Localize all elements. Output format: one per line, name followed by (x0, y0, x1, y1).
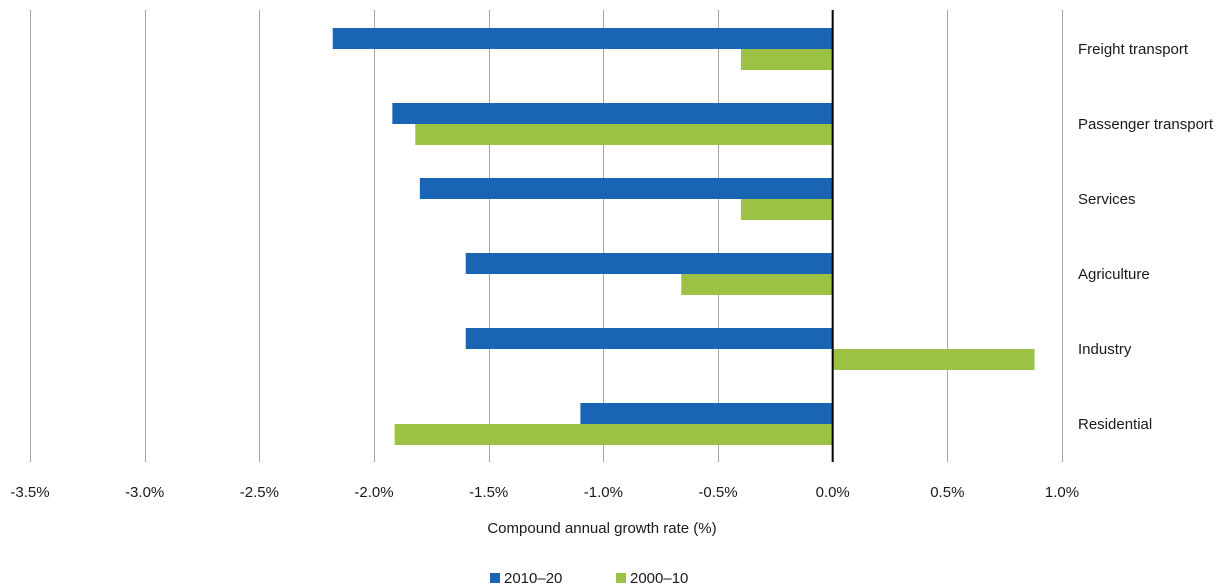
gridlines (30, 10, 1063, 462)
x-tick-label: 0.5% (930, 484, 964, 501)
x-tick-label: 1.0% (1045, 484, 1079, 501)
x-tick-label: -3.0% (125, 484, 164, 501)
bar-series1 (580, 403, 833, 424)
category-labels: Freight transport Passenger transport Serv… (1078, 41, 1214, 433)
legend-item: 2010–20 (490, 570, 562, 586)
x-tick-label: -1.5% (469, 484, 508, 501)
bar-series2 (832, 349, 1035, 370)
bar-series1 (419, 178, 833, 199)
legend-swatch (490, 573, 500, 583)
bar-series1 (332, 28, 833, 49)
category-label: Residential (1078, 416, 1152, 433)
legend-label: 2000–10 (630, 570, 688, 586)
legend-swatch (616, 573, 626, 583)
x-tick-labels: -3.5% -3.0% -2.5% -2.0% -1.5% -1.0% -0.5% 0.0% 0… (10, 484, 1079, 501)
bar-series2 (740, 199, 833, 220)
legend-label: 2010–20 (504, 570, 562, 586)
legend: 2010–20 2000–10 (490, 570, 688, 586)
bar-series2 (681, 274, 833, 295)
bar-series2 (740, 49, 833, 70)
bar-series1 (392, 103, 833, 124)
category-label: Passenger transport (1078, 116, 1214, 133)
x-tick-label: -1.0% (584, 484, 623, 501)
x-tick-label: -2.0% (354, 484, 393, 501)
legend-item: 2000–10 (616, 570, 688, 586)
x-tick-label: -0.5% (698, 484, 737, 501)
bar-series1 (465, 328, 833, 349)
category-label: Freight transport (1078, 41, 1189, 58)
category-label: Agriculture (1078, 266, 1150, 283)
bar-series1 (465, 253, 833, 274)
x-tick-label: -3.5% (10, 484, 49, 501)
category-label: Industry (1078, 341, 1132, 358)
bars (332, 28, 1035, 445)
bar-series2 (415, 124, 833, 145)
x-tick-label: 0.0% (816, 484, 850, 501)
x-tick-label: -2.5% (240, 484, 279, 501)
bar-series2 (394, 424, 833, 445)
x-axis-title: Compound annual growth rate (%) (487, 520, 716, 537)
category-label: Services (1078, 191, 1136, 208)
